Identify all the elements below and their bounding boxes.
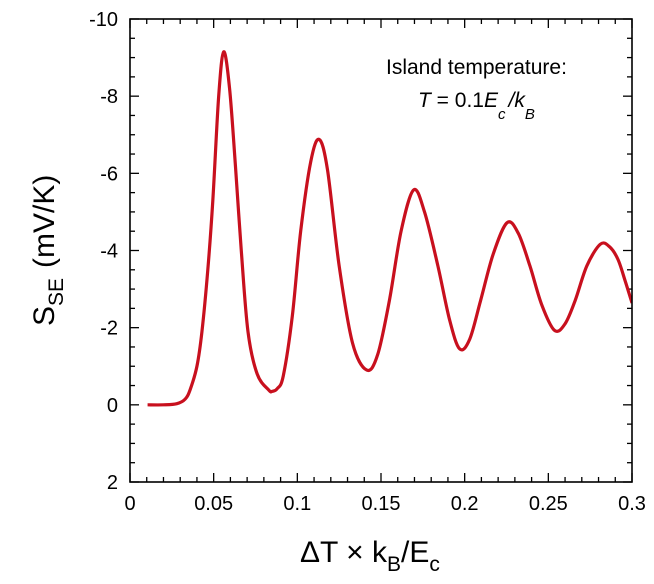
axis-ticks bbox=[129, 18, 633, 483]
x-tick-label: 0.1 bbox=[283, 493, 311, 515]
y-tick-labels: -10 -8 -6 -4 -2 0 2 bbox=[89, 9, 118, 494]
x-tick-label: 0.2 bbox=[451, 493, 479, 515]
x-tick-label: 0.25 bbox=[529, 493, 568, 515]
y-tick-label: -6 bbox=[100, 163, 118, 185]
series-line-sse bbox=[147, 50, 632, 407]
y-tick-label: -8 bbox=[100, 86, 118, 108]
y-tick-label: 2 bbox=[107, 472, 118, 494]
y-tick-label: -10 bbox=[89, 9, 118, 31]
x-tick-labels: 0 0.05 0.1 0.15 0.2 0.25 0.3 bbox=[124, 493, 645, 515]
x-tick-label: 0.3 bbox=[618, 493, 646, 515]
annotation-line2: T = 0.1Ec/kB bbox=[418, 89, 535, 123]
x-axis-title: ΔT × kB/Ec bbox=[300, 536, 440, 576]
annotation-line1: Island temperature: bbox=[386, 56, 567, 79]
plot-frame bbox=[129, 18, 633, 483]
y-tick-label: -2 bbox=[100, 318, 118, 340]
x-tick-label: 0.05 bbox=[194, 493, 233, 515]
y-axis-title: SSE(mV/K) bbox=[28, 175, 68, 326]
y-tick-label: -4 bbox=[100, 241, 118, 263]
y-tick-label: 0 bbox=[107, 395, 118, 417]
x-tick-label: 0.15 bbox=[362, 493, 401, 515]
x-tick-label: 0 bbox=[124, 493, 135, 515]
